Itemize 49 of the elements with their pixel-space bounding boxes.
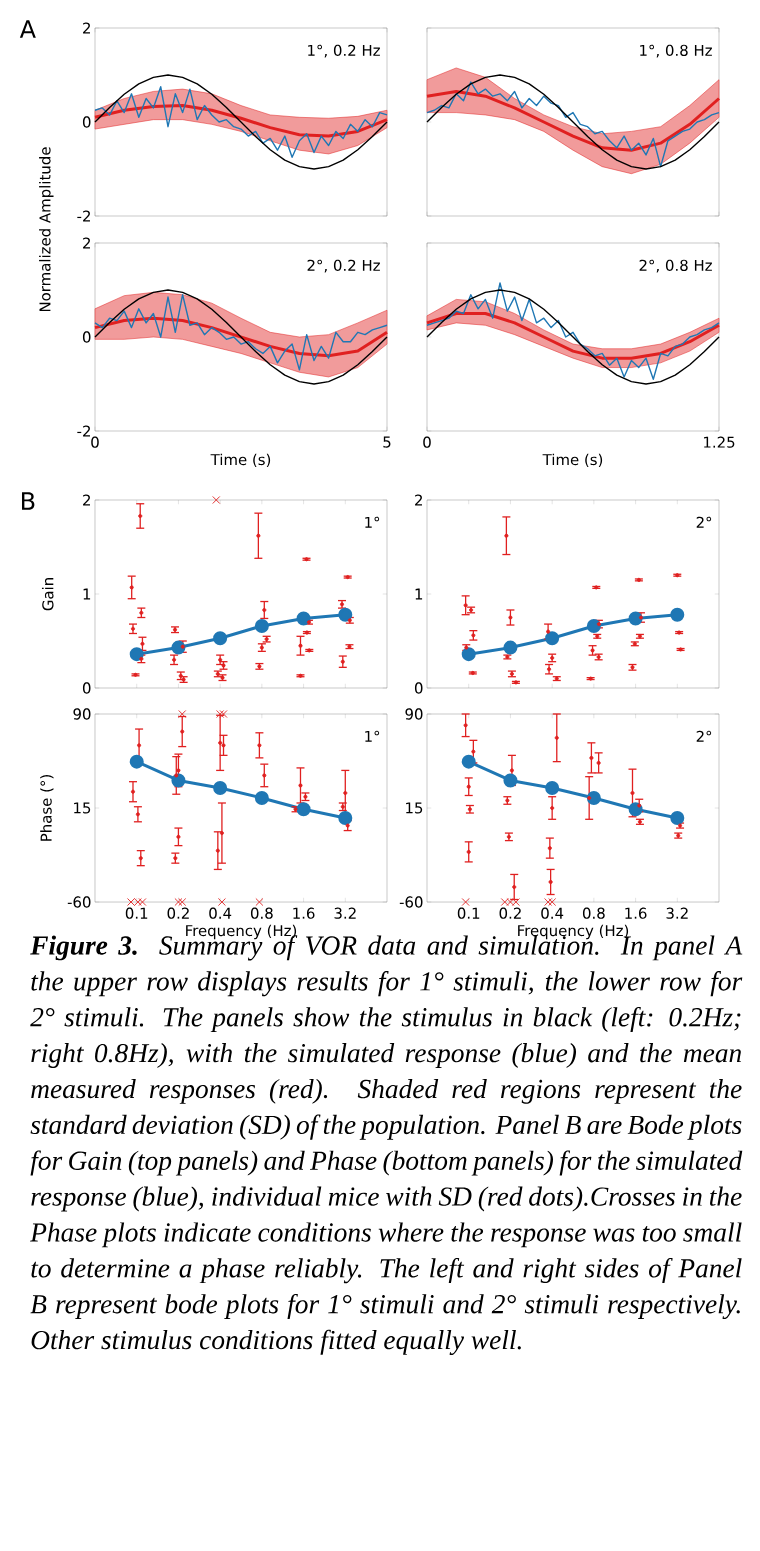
x-tick-label: 1.6 — [293, 907, 315, 919]
y-tick-label: 0 — [414, 682, 423, 694]
y-tick-label: 2 — [83, 22, 90, 34]
annotation: 2°, 0.8 Hz — [639, 259, 712, 273]
x-tick-label: 1.6 — [625, 907, 647, 919]
annotation: 1°, 0.8 Hz — [640, 44, 712, 58]
y-tick-label: 0 — [82, 116, 91, 128]
y-tick-label: 90 — [73, 708, 91, 720]
annotation: 2° — [696, 730, 712, 742]
y-tick-label: 2 — [83, 237, 90, 249]
y-tick-label: 0 — [82, 331, 91, 343]
x-tick-label: 3.2 — [334, 907, 356, 919]
x-tick-label: 0.4 — [209, 907, 232, 919]
annotation: 1° — [365, 516, 380, 528]
y-tick-label: -60 — [399, 896, 423, 908]
y-tick-label: 0 — [82, 682, 91, 694]
x-tick-label: 5 — [383, 436, 391, 448]
x-tick-label: 0.4 — [541, 907, 564, 919]
x-tick-label: 0.8 — [250, 907, 273, 919]
x-axis-title: Time (s) — [210, 453, 271, 467]
y-tick-label: -60 — [67, 896, 91, 908]
annotation: 2° — [696, 516, 712, 528]
y-axis-title: Normalized Amplitude — [39, 147, 54, 312]
y-axis-title: Gain — [41, 578, 54, 611]
x-tick-label: 0.1 — [125, 907, 148, 919]
text: B — [22, 492, 35, 510]
y-tick-label: -2 — [77, 210, 90, 222]
x-tick-label: 0.2 — [167, 907, 189, 919]
y-tick-label: 15 — [406, 802, 423, 814]
text: A — [19, 20, 36, 38]
x-tick-label: 3.2 — [666, 907, 688, 919]
y-tick-label: 90 — [405, 708, 423, 720]
y-tick-label: -2 — [77, 425, 90, 437]
y-tick-label: 2 — [83, 494, 90, 506]
y-tick-label: 1 — [83, 588, 91, 600]
x-tick-label: 0.8 — [582, 907, 605, 919]
x-axis-title: Time (s) — [542, 453, 603, 467]
y-tick-label: 15 — [74, 802, 91, 814]
x-tick-label: 0 — [423, 436, 431, 448]
x-tick-label: 0.2 — [499, 907, 521, 919]
x-tick-label: 0.1 — [457, 907, 480, 919]
annotation: 1°, 0.2 Hz — [308, 44, 380, 58]
annotation: 2°, 0.2 Hz — [307, 259, 380, 273]
x-tick-label: 0 — [91, 436, 99, 448]
y-axis-title: Phase (°) — [40, 775, 54, 841]
annotation: 1° — [365, 730, 380, 742]
y-tick-label: 2 — [415, 494, 422, 506]
x-tick-label: 1.25 — [704, 436, 735, 448]
y-tick-label: 1 — [415, 588, 423, 600]
